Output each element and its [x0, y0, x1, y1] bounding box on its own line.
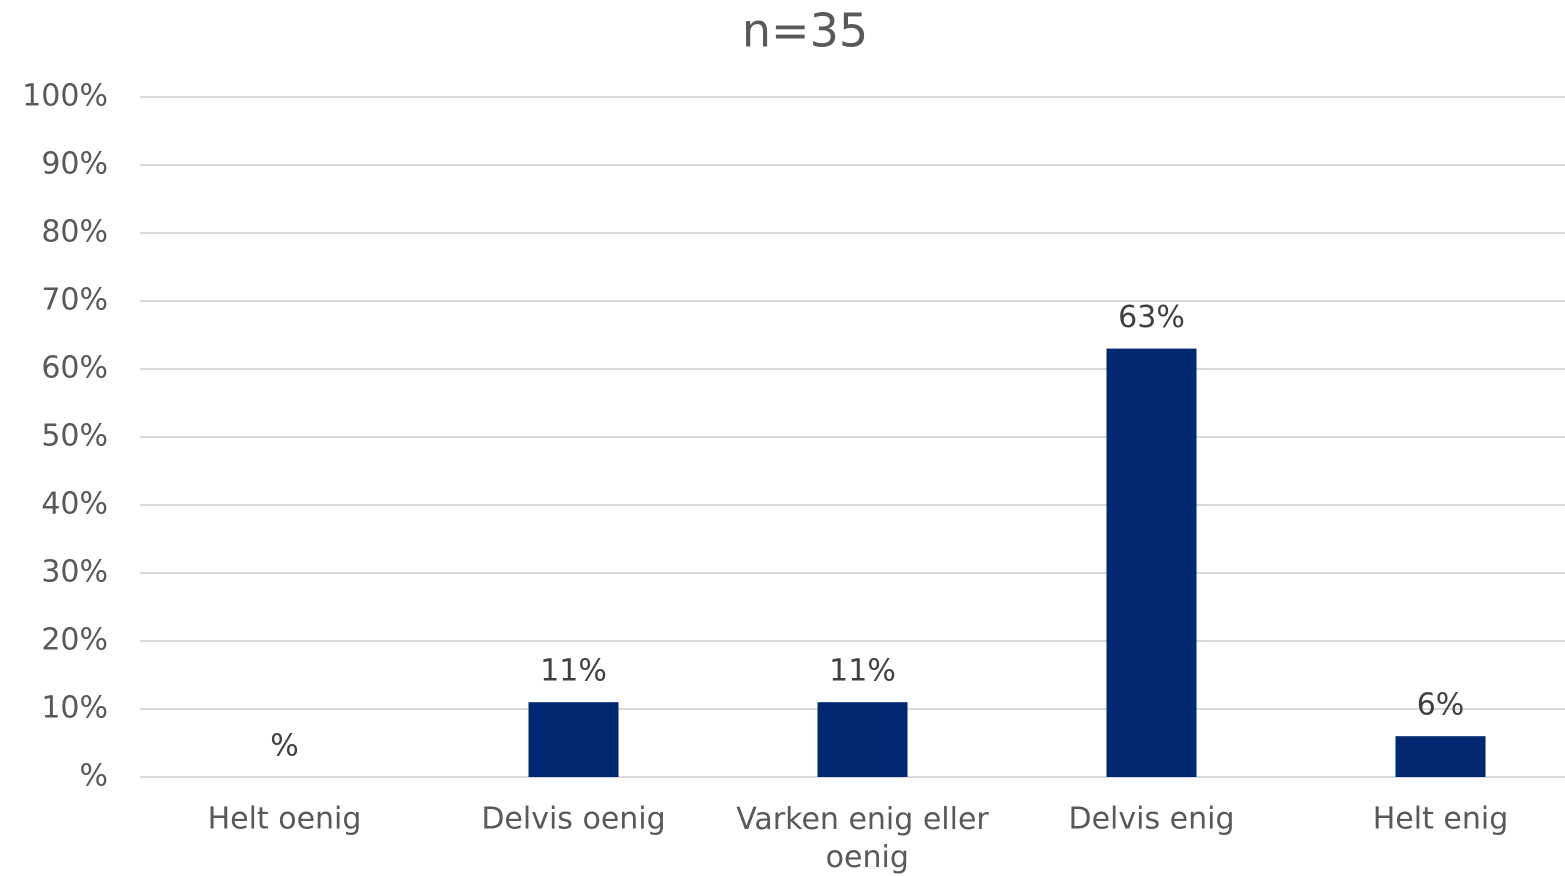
bar [528, 702, 619, 777]
y-tick-label: 20% [41, 623, 108, 658]
y-tick-label: 80% [41, 215, 108, 250]
x-tick-label: Delvis oenig [481, 802, 665, 837]
x-tick-label: Varken enig eller oenig [736, 802, 989, 875]
data-label: 6% [1417, 688, 1465, 723]
x-tick-label: Helt oenig [208, 802, 362, 837]
y-tick-label: 60% [41, 351, 108, 386]
y-tick-label: 40% [41, 487, 108, 522]
data-label: 11% [540, 654, 607, 689]
x-tick-label: Helt enig [1373, 802, 1509, 837]
y-tick-label: 50% [41, 419, 108, 454]
y-tick-label: 10% [41, 691, 108, 726]
x-tick-label: Delvis enig [1069, 802, 1235, 837]
data-label: 11% [829, 654, 896, 689]
y-tick-label: % [79, 759, 108, 794]
y-tick-label: 90% [41, 147, 108, 182]
bar [817, 702, 908, 777]
data-label: 63% [1118, 300, 1185, 335]
y-tick-label: 70% [41, 283, 108, 318]
bar [1106, 348, 1197, 777]
bar [1395, 736, 1486, 777]
data-label: % [270, 729, 299, 764]
y-tick-label: 30% [41, 555, 108, 590]
y-tick-label: 100% [22, 79, 108, 114]
chart-title: n=35 [742, 4, 868, 58]
